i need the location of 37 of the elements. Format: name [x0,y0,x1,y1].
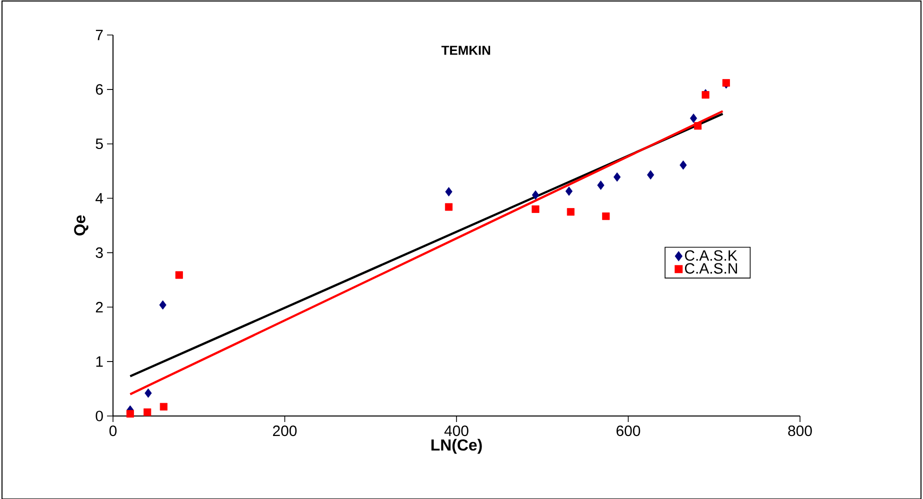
legend-label: C.A.S.N [685,262,737,274]
point [160,402,168,410]
point [602,212,610,220]
point [444,202,453,211]
point [175,270,183,279]
legend-label: C.A.S.K [685,250,738,261]
y-tick-label: 3 [96,247,103,258]
text: TEMKIN [441,46,490,55]
y-tick-label: 4 [96,192,104,204]
point [159,300,166,310]
x-tick-label: 800 [788,425,812,436]
point [445,186,452,196]
point [566,208,575,216]
x-tick-label: 0 [109,425,117,436]
point [126,410,134,418]
point [532,205,540,213]
y-tick-label: 1 [96,356,103,366]
point [647,170,654,180]
x-axis-title: LN(Ce) [431,438,482,454]
y-tick-label: 5 [96,138,103,149]
point [614,172,621,182]
y-tick-label: 7 [96,30,103,40]
y-axis-title: Qe [74,215,88,236]
y-tick-label: 6 [96,84,103,94]
x-tick-label: 400 [444,425,468,436]
point [680,160,687,170]
y-tick-label: 0 [96,410,103,422]
point [144,408,152,416]
point [532,190,540,200]
point [694,122,702,130]
y-tick-label: 2 [96,302,103,312]
x-tick-label: 200 [273,425,297,436]
x-tick-label: 600 [616,425,640,436]
point [565,186,573,196]
point [597,180,604,190]
point [690,113,698,123]
point [144,388,152,398]
